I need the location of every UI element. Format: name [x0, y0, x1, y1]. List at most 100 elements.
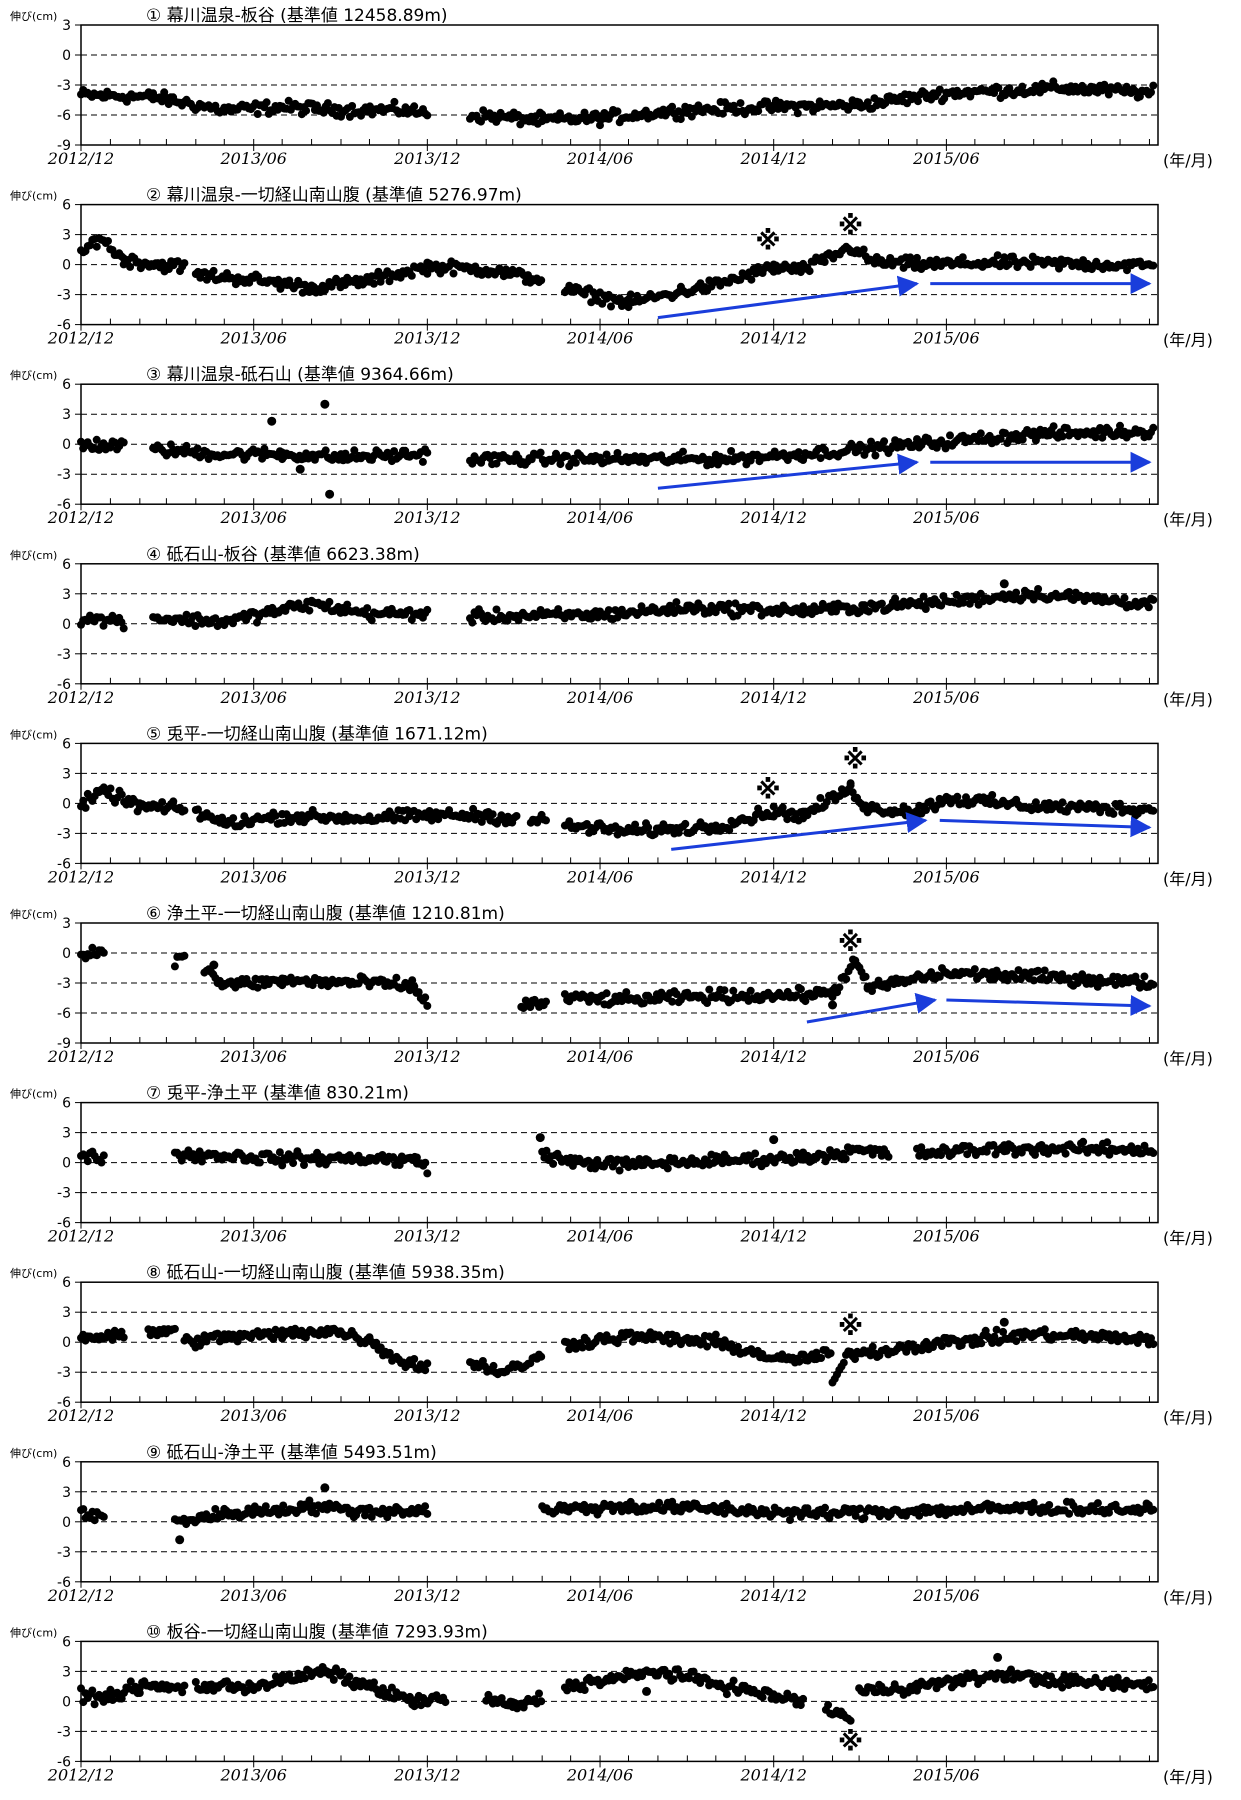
x-tick-label: 2014/06 [566, 867, 633, 886]
data-point [946, 431, 954, 440]
data-point [970, 965, 979, 974]
data-point [810, 992, 819, 1000]
data-point [423, 269, 432, 278]
chart-panel-3: 伸び(cm) ③ 幕川温泉-砥石山 (基準値 9364.66m)630-3-620… [10, 365, 1213, 529]
chart-title: ⑥ 浄土平-一切経山南山腹 (基準値 1210.81m) [146, 904, 505, 924]
data-point [126, 1677, 135, 1686]
y-tick-label: -6 [57, 108, 71, 124]
data-point [191, 1678, 200, 1686]
data-point [635, 1155, 644, 1163]
data-point [783, 815, 792, 824]
data-point [354, 979, 363, 988]
x-tick-label: 2012/12 [47, 1586, 114, 1605]
data-point [805, 267, 814, 276]
data-point [839, 1358, 848, 1367]
data-point [549, 1159, 558, 1168]
y-tick-label: 0 [62, 946, 71, 962]
data-point [639, 999, 648, 1008]
data-point [663, 1164, 672, 1173]
data-point [1001, 429, 1010, 438]
data-point [271, 811, 280, 820]
trend-arrow [939, 816, 1152, 838]
x-tick-label: 2013/12 [393, 688, 460, 707]
trend-arrow [657, 453, 920, 490]
x-tick-label: 2014/12 [739, 1586, 806, 1605]
data-point [993, 251, 1002, 260]
data-point [370, 1678, 378, 1687]
y-tick-label: 6 [62, 736, 71, 752]
plot-frame [80, 742, 1159, 865]
y-tick-label: 6 [62, 1455, 71, 1471]
data-points [77, 1652, 1158, 1725]
data-point [958, 253, 967, 262]
y-tick-label: 3 [62, 1126, 71, 1142]
data-points [77, 234, 1158, 312]
x-tick-label: 2013/06 [219, 1406, 286, 1425]
data-point [644, 823, 653, 832]
y-tick-label: -6 [57, 677, 71, 693]
y-tick-label: 3 [62, 587, 71, 603]
data-point [795, 1357, 804, 1366]
y-tick-label: 3 [62, 407, 71, 423]
data-point [1116, 421, 1124, 430]
data-point [512, 812, 521, 820]
data-point [705, 985, 714, 994]
x-tick-label: 2014/06 [566, 1227, 633, 1246]
data-point [99, 1512, 108, 1521]
data-point [1149, 1340, 1158, 1349]
data-point [1029, 1498, 1038, 1507]
y-tick-label: -3 [57, 1186, 71, 1202]
data-point [253, 110, 262, 118]
x-tick-label: 2014/12 [739, 1765, 806, 1784]
data-point [676, 115, 685, 124]
x-unit-label: (年/月) [1163, 1049, 1213, 1068]
data-point [90, 1700, 99, 1709]
data-point [1029, 88, 1038, 97]
data-point [999, 1327, 1008, 1336]
data-point [668, 102, 677, 111]
data-point [1104, 90, 1113, 99]
data-point [392, 973, 401, 982]
outlier-point [999, 1317, 1009, 1327]
data-point [170, 1324, 179, 1333]
data-point [747, 275, 756, 284]
y-tick-label: -6 [57, 1575, 71, 1591]
data-point [1079, 1137, 1088, 1146]
chart-title: ④ 砥石山-板谷 (基準値 6623.38m) [146, 545, 420, 565]
chart-title: ① 幕川温泉-板谷 (基準値 12458.89m) [146, 6, 448, 26]
data-point [727, 1340, 736, 1349]
data-point [801, 997, 810, 1006]
data-point [842, 975, 851, 984]
x-tick-label: 2014/06 [566, 508, 633, 527]
data-point [361, 1511, 369, 1520]
chart-panel-7: 伸び(cm) ⑦ 兎平-浄土平 (基準値 830.21m) 6 3 0 -3 -62012/… [10, 1084, 1213, 1248]
data-point [626, 1328, 635, 1337]
data-point [820, 258, 829, 266]
data-point [799, 456, 808, 464]
reference-mark: ※ [838, 1312, 863, 1342]
data-point [108, 1335, 117, 1344]
data-point [1149, 1149, 1158, 1157]
y-tick-label: 0 [62, 48, 71, 64]
data-point [542, 997, 550, 1006]
data-point [423, 1509, 432, 1518]
data-point [734, 1342, 742, 1351]
x-tick-label: 2012/12 [47, 508, 114, 527]
data-point [106, 784, 115, 793]
data-point [988, 1339, 997, 1347]
data-point [423, 111, 432, 120]
data-point [1149, 1505, 1158, 1514]
data-point [385, 1348, 394, 1357]
data-point [937, 1151, 945, 1160]
data-point [194, 805, 202, 814]
data-point [170, 962, 179, 971]
chart-title: ⑤ 兎平-一切経山南山腹 (基準値 1671.12m) [146, 724, 488, 744]
data-point [492, 459, 501, 468]
reference-mark: ※ [755, 227, 780, 257]
x-unit-label: (年/月) [1163, 151, 1213, 170]
chart-panel-10: 伸び(cm) ⑩ 板谷-一切経山南山腹 (基準値 7293.93m) 6 3 0 -3 -6… [10, 1622, 1213, 1786]
data-point [922, 806, 930, 814]
data-point [1012, 588, 1021, 597]
y-unit-label: 伸び(cm) [10, 1626, 57, 1639]
data-point [423, 448, 432, 457]
